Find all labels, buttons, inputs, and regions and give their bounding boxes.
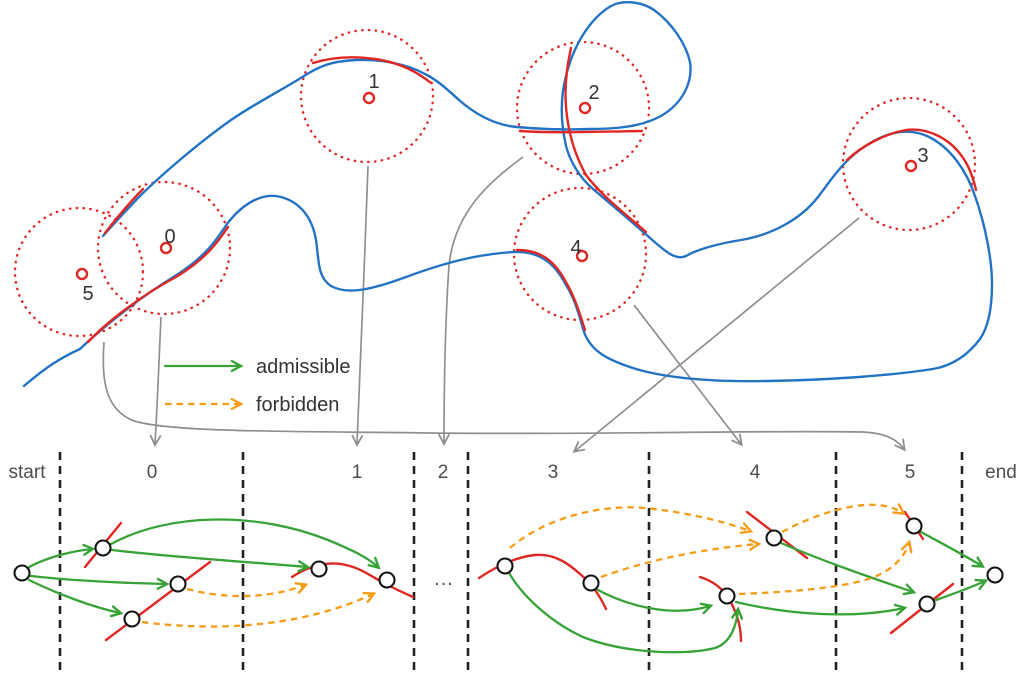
column-label-3: 3 [548,462,559,483]
mapping-arrow-3 [572,217,860,453]
admissible-edge-start-0c [27,578,120,613]
waypoint-marker-2 [578,101,592,115]
admissible-edge-5a-end [919,530,982,566]
forbidden-edge-3a-4a [509,506,750,549]
mapping-arrow-2 [438,156,524,447]
graph-node-start [13,564,31,582]
admissible-edge-4b-5b [734,600,904,614]
motion-graph: start 0 1 2 3 4 5 end ... [9,452,1017,674]
graph-node-1a [310,560,328,578]
path-segment-circle-2-horizontal [518,129,644,134]
graph-node-end [986,566,1004,584]
path-segment-circle-0-upper [103,187,145,235]
clearance-circle-2 [515,40,651,176]
mapping-arrow-4 [633,304,743,447]
waypoint-label-3: 3 [917,145,928,167]
admissible-edge-0a-1a [110,548,307,567]
clearance-circle-5 [13,206,145,338]
waypoint-label-2: 2 [588,82,599,104]
graph-node-3b [582,574,600,592]
vehicle-path [22,1,994,388]
column-label-0: 0 [147,462,158,483]
waypoint-label-0: 0 [164,226,175,248]
mapping-arrow-1 [351,165,369,448]
forbidden-edge-4b-5a [738,543,909,596]
admissible-edge-start-0b [29,574,166,584]
path-segment-circle-5-0 [86,225,230,344]
graph-node-0c [123,610,141,628]
column-label-5: 5 [905,462,916,483]
waypoint-marker-5 [75,267,89,281]
path-segment-circle-1 [311,56,433,85]
graph-node-4b [718,587,736,605]
graph-node-4a [765,529,783,547]
waypoint-label-5: 5 [82,283,93,305]
graph-node-5a [905,517,923,535]
clearance-circle-1 [299,28,435,164]
admissible-edge-start-0a [27,549,92,569]
legend-admissible-label: admissible [256,356,350,378]
heading-mark-0b-0c [104,560,212,642]
mapping-arrow-5 [102,341,906,452]
path-overview: 5 0 1 2 3 4 [13,1,994,388]
graph-node-3a [496,557,514,575]
admissible-edge-3b-4b [594,587,710,611]
waypoint-marker-4 [575,249,589,263]
heading-mark-4b [698,575,743,643]
column-label-start: start [9,462,47,483]
forbidden-edge-0b-1a [186,585,305,598]
forbidden-edge-4a-5a [781,505,903,534]
legend: admissible forbidden [163,356,350,416]
forbidden-edge-3b-4a [600,544,758,579]
column-label-2: 2 [438,462,449,483]
clearance-circle-3 [841,96,977,232]
column-label-end: end [985,462,1017,483]
admissible-edge-5b-end [934,581,985,602]
waypoint-marker-0 [159,241,173,255]
waypoint-label-1: 1 [368,71,379,93]
admissible-edge-0a-1b [109,518,378,567]
graph-node-5b [918,595,936,613]
mapping-arrows [102,156,906,453]
graph-node-1b [378,571,396,589]
admissible-edge-4a-5b [779,541,913,592]
legend-forbidden-label: forbidden [256,394,339,416]
column-label-1: 1 [352,462,363,483]
admissible-edge-3a-4b [506,569,738,654]
clearance-circle-0 [96,180,232,316]
waypoint-marker-3 [904,159,918,173]
path-segment-circle-2-vertical [564,46,648,234]
waypoint-marker-1 [362,91,376,105]
waypoint-label-4: 4 [570,237,581,259]
path-segment-circle-3 [845,128,978,192]
mapping-arrow-0 [149,316,162,448]
path-segment-circle-4 [515,248,587,332]
forbidden-edge-0c-1b [141,594,373,628]
omitted-columns-ellipsis: ... [434,568,454,590]
graph-node-0a [94,539,112,557]
graph-node-0b [169,575,187,593]
column-label-4: 4 [750,462,761,483]
